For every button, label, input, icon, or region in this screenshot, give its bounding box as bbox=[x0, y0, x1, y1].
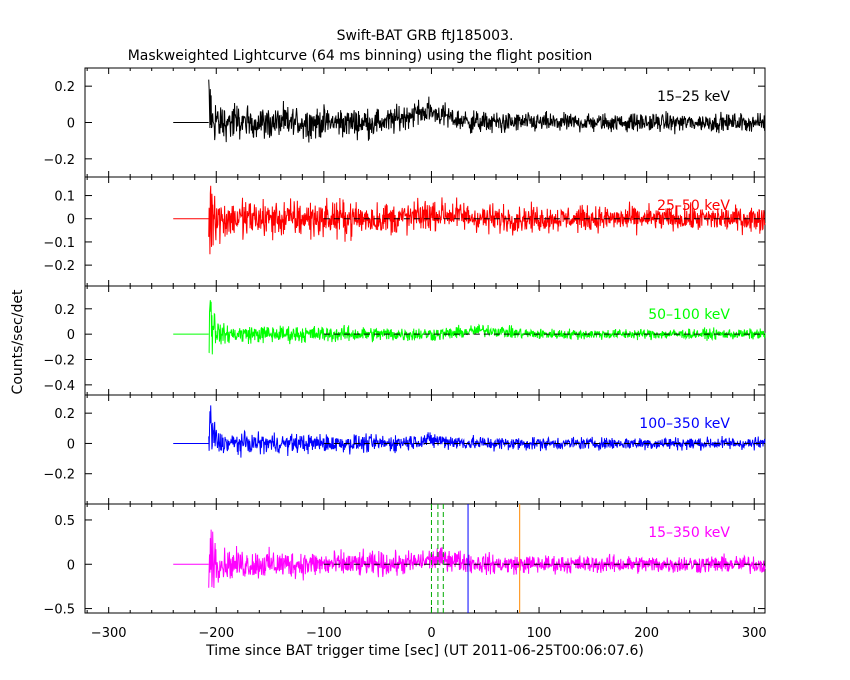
panel-1: 0.2 0 −0.2 15–25 keV bbox=[43, 67, 766, 178]
x-tick-label: 0 bbox=[427, 626, 435, 641]
y-tick-label: −0.2 bbox=[43, 354, 75, 369]
y-axis-label: Counts/sec/det bbox=[10, 289, 26, 394]
series-line bbox=[208, 529, 766, 588]
band-label: 50–100 keV bbox=[648, 307, 730, 323]
x-axis-label: Time since BAT trigger time [sec] (UT 20… bbox=[205, 643, 644, 659]
y-tick-label: 0.1 bbox=[54, 190, 75, 205]
band-label: 25–50 keV bbox=[657, 198, 730, 214]
panel-2: 0.1 0 −0.1 −0.2 25–50 keV bbox=[43, 176, 766, 287]
y-tick-label: 0 bbox=[67, 328, 75, 343]
x-tick-label: −200 bbox=[198, 626, 234, 641]
series-line bbox=[208, 185, 766, 255]
series-line bbox=[208, 300, 766, 355]
band-label: 100–350 keV bbox=[639, 416, 730, 432]
chart-title: Swift-BAT GRB ftJ185003. bbox=[337, 28, 514, 44]
x-tick-label: 100 bbox=[527, 626, 552, 641]
panel-frame bbox=[84, 394, 766, 505]
x-tick-label: −300 bbox=[91, 626, 127, 641]
y-tick-label: −0.5 bbox=[43, 603, 75, 618]
chart-subtitle: Maskweighted Lightcurve (64 ms binning) … bbox=[128, 48, 593, 64]
panel-4: 0.2 0 −0.2 100–350 keV bbox=[43, 394, 766, 505]
y-tick-label: 0.5 bbox=[54, 514, 75, 529]
panel-frame bbox=[84, 176, 766, 287]
y-tick-label: 0 bbox=[67, 213, 75, 228]
y-tick-label: 0 bbox=[67, 437, 75, 452]
x-tick-label: 200 bbox=[634, 626, 659, 641]
y-tick-label: 0.2 bbox=[54, 407, 75, 422]
y-tick-label: −0.2 bbox=[43, 153, 75, 168]
y-tick-label: −0.2 bbox=[43, 259, 75, 274]
panel-5: 0.5 0 −0.5 15–350 keV bbox=[43, 503, 766, 618]
series-line bbox=[208, 405, 766, 458]
panel-frame bbox=[84, 503, 766, 614]
y-tick-label: 0.2 bbox=[54, 80, 75, 95]
series-line bbox=[208, 79, 766, 143]
y-tick-label: 0 bbox=[67, 117, 75, 132]
y-tick-label: 0 bbox=[67, 558, 75, 573]
y-tick-label: 0.2 bbox=[54, 303, 75, 318]
panel-frame bbox=[84, 285, 766, 396]
panel-3: 0.2 0 −0.2 −0.4 50–100 keV bbox=[43, 285, 766, 396]
x-tick-label: 300 bbox=[742, 626, 767, 641]
y-tick-label: −0.2 bbox=[43, 468, 75, 483]
band-label: 15–350 keV bbox=[648, 525, 730, 541]
band-label: 15–25 keV bbox=[657, 89, 730, 105]
y-tick-label: −0.1 bbox=[43, 236, 75, 251]
y-tick-label: −0.4 bbox=[43, 379, 75, 394]
x-tick-label: −100 bbox=[306, 626, 342, 641]
